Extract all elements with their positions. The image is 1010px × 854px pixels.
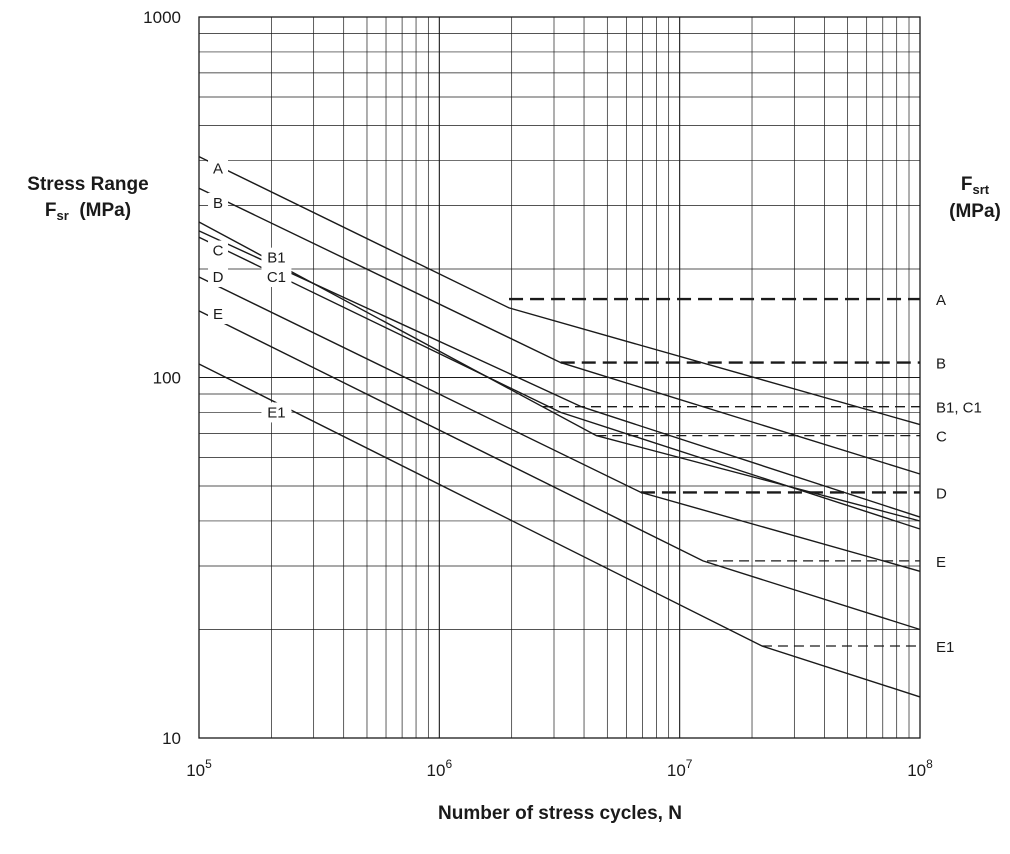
y-axis-subscript: sr [56,208,69,223]
y-axis-label: Stress Range Fsr (MPa) [8,172,168,225]
threshold-label: E [936,554,946,571]
x-axis-label: Number of stress cycles, N [438,803,682,824]
y-tick-label: 10 [162,729,181,748]
curve-label: B1 [267,250,285,267]
threshold-lines: A B B1, C1 C D E E1 [509,292,982,656]
y-axis-symbol: F [44,200,57,221]
y-tick-label: 100 [153,369,181,388]
curve-label: C1 [267,269,286,286]
curve-d [198,276,921,572]
y-axis-label-symbol-line: Fsr (MPa) [8,198,168,225]
right-axis-unit: (MPa) [949,201,1001,222]
curve-c1 [198,236,921,530]
curve-label-background [261,247,292,268]
right-axis-subscript: srt [972,182,990,197]
threshold-label: D [936,485,947,502]
curve-labels: A B C B1 D C1 E E1 [208,158,292,423]
curve-a [198,155,921,426]
threshold-label: B1, C1 [936,400,982,417]
curve-label-background [208,240,229,261]
x-tick-label: 107 [667,757,693,780]
threshold-label: C [936,429,947,446]
threshold-label: B [936,356,946,373]
right-axis-label: Fsrt (MPa) [940,172,1010,225]
sn-curves [198,155,921,698]
curve-e [198,310,921,631]
curve-label-background [208,267,229,288]
curve-label-background [261,267,292,288]
y-axis-unit: (MPa) [79,200,132,221]
y-axis-label-main: Stress Range [27,174,149,195]
curve-label: A [213,160,223,177]
curve-label: E1 [267,404,285,421]
x-tick-label: 105 [186,757,212,780]
x-tick-label: 108 [907,757,933,780]
curve-c [198,221,921,522]
curve-label: D [213,269,224,286]
curve-label-background [261,402,292,423]
x-tick-label: 106 [427,757,453,780]
grid [199,17,920,738]
curve-label: B [213,195,223,212]
y-tick-label: 1000 [143,8,181,27]
curve-label-background [208,192,229,213]
x-tick-labels: 105 106 107 108 [186,757,933,780]
curve-e1 [198,363,921,698]
right-axis-symbol: F [960,174,973,195]
threshold-label: A [936,292,946,309]
curve-label-background [208,158,229,179]
curve-label-background [208,304,229,325]
curve-b1 [198,230,921,518]
right-axis-symbol-line: Fsrt [940,172,1010,199]
curve-label: C [213,243,224,260]
plot-frame [198,16,921,739]
curve-label: E [213,306,223,323]
y-tick-labels: 10 100 1000 [143,8,181,748]
curve-b [198,187,921,475]
threshold-label: E1 [936,639,954,656]
